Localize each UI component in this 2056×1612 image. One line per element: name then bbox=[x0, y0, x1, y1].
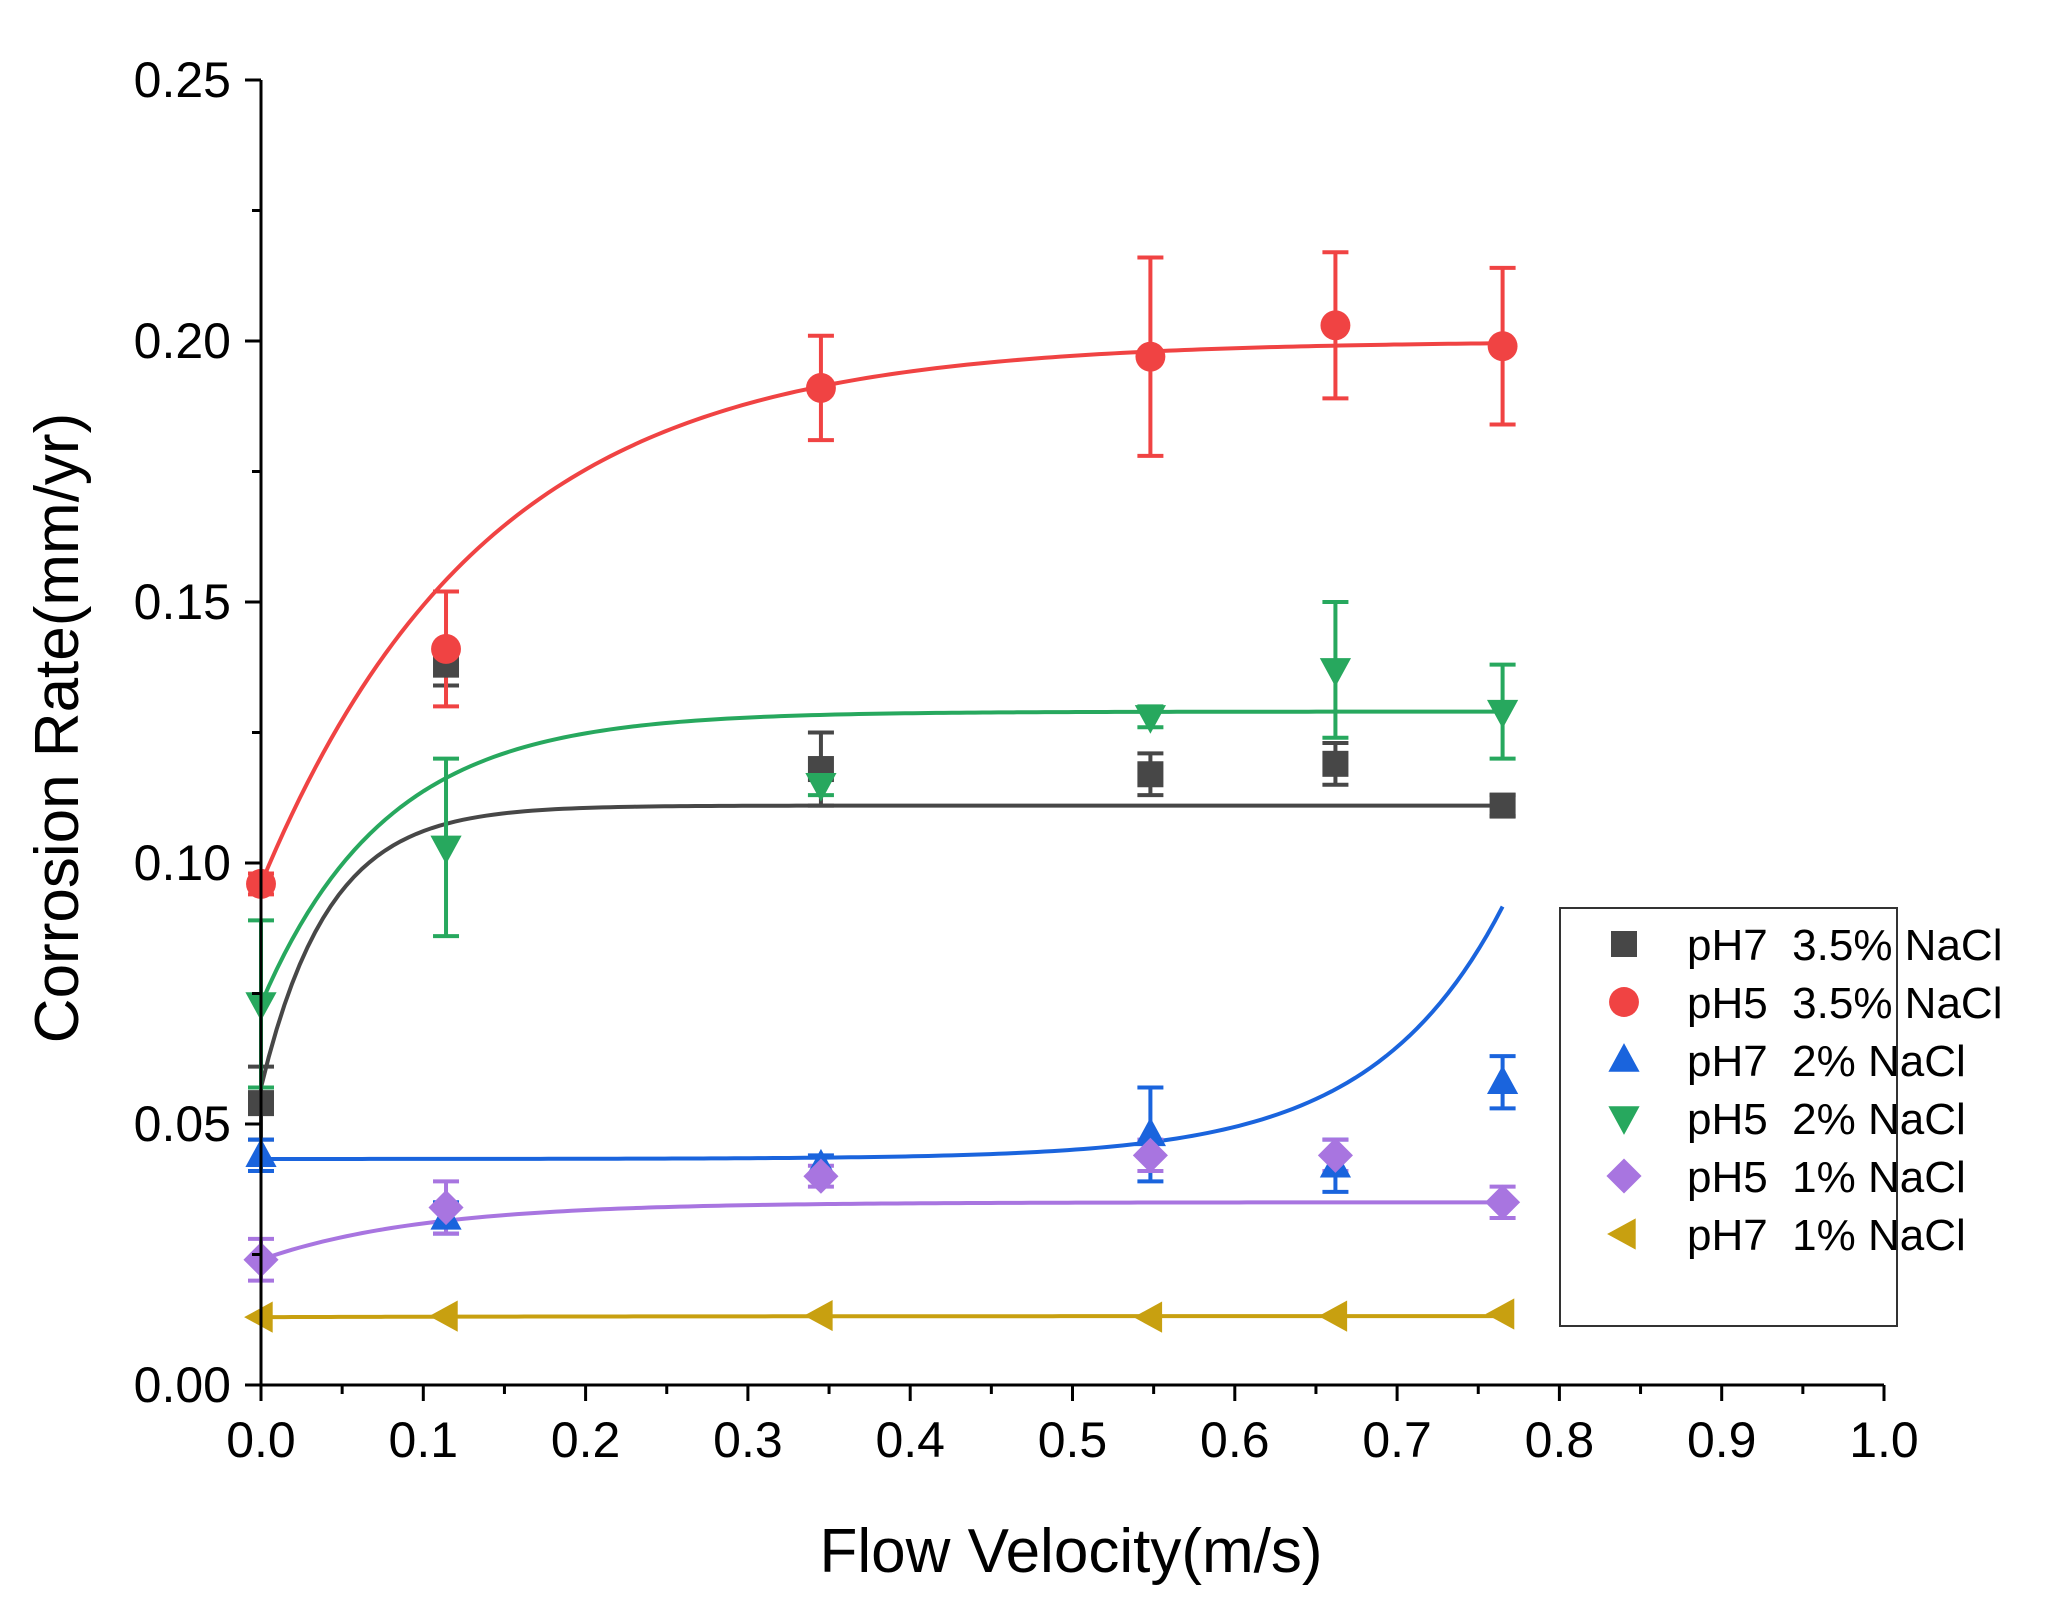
data-point-ph7-1-nacl bbox=[1319, 1300, 1348, 1331]
x-tick-label: 0.6 bbox=[1200, 1412, 1270, 1468]
legend: pH7 3.5% NaCl pH5 3.5% NaCl pH7 2% NaCl pH5… bbox=[1560, 908, 2002, 1326]
data-point-ph7-1-nacl bbox=[429, 1300, 458, 1331]
x-tick-label: 0.7 bbox=[1362, 1412, 1432, 1468]
data-point-ph5-1-nacl bbox=[1318, 1138, 1353, 1173]
data-point-ph7-3-5-nacl bbox=[1137, 761, 1163, 787]
legend-marker bbox=[1611, 931, 1637, 957]
data-point-ph7-2-nacl bbox=[1487, 1065, 1518, 1094]
legend-label: pH7 3.5% NaCl bbox=[1687, 921, 2002, 970]
data-point-ph5-3-5-nacl bbox=[431, 634, 461, 664]
data-point-ph7-1-nacl bbox=[804, 1300, 833, 1331]
y-tick-label: 0.15 bbox=[134, 574, 231, 630]
x-tick-label: 0.1 bbox=[389, 1412, 459, 1468]
legend-label: pH5 3.5% NaCl bbox=[1687, 979, 2002, 1028]
legend-label: pH5 2% NaCl bbox=[1687, 1095, 1966, 1144]
corrosion-rate-chart: 0.0 0.1 0.2 0.3 0.4 0.5 0.6 0.7 0.8 0.9 1.0 0.00 0.0… bbox=[0, 0, 2056, 1612]
data-point-ph5-3-5-nacl bbox=[806, 373, 836, 403]
legend-label: pH5 1% NaCl bbox=[1687, 1153, 1966, 1202]
data-point-ph7-3-5-nacl bbox=[1490, 793, 1516, 819]
y-tick-label: 0.10 bbox=[134, 835, 231, 891]
y-tick-label: 0.20 bbox=[134, 313, 231, 369]
y-axis-title: Corrosion Rate(mm/yr) bbox=[23, 413, 92, 1043]
fit-curve-ph7-2-nacl bbox=[261, 907, 1503, 1159]
y-tick-label: 0.25 bbox=[134, 52, 231, 108]
data-point-ph5-3-5-nacl bbox=[1320, 310, 1350, 340]
legend-label: pH7 1% NaCl bbox=[1687, 1211, 1966, 1260]
y-tick-label: 0.00 bbox=[134, 1357, 231, 1413]
data-point-ph7-1-nacl bbox=[1134, 1302, 1163, 1333]
x-tick-label: 0.9 bbox=[1687, 1412, 1757, 1468]
x-tick-label: 0.0 bbox=[226, 1412, 296, 1468]
x-tick-label: 1.0 bbox=[1849, 1412, 1919, 1468]
x-tick-label: 0.4 bbox=[875, 1412, 945, 1468]
legend-label: pH7 2% NaCl bbox=[1687, 1037, 1966, 1086]
data-point-ph5-2-nacl bbox=[1487, 700, 1518, 729]
data-point-ph5-2-nacl bbox=[430, 836, 461, 865]
x-axis-title: Flow Velocity(m/s) bbox=[820, 1517, 1323, 1586]
data-point-ph7-3-5-nacl bbox=[1322, 751, 1348, 777]
data-point-ph5-3-5-nacl bbox=[1135, 342, 1165, 372]
legend-marker bbox=[1609, 987, 1639, 1017]
data-point-ph5-3-5-nacl bbox=[1488, 331, 1518, 361]
data-point-ph5-2-nacl bbox=[1135, 705, 1166, 734]
data-point-ph5-1-nacl bbox=[1485, 1185, 1520, 1220]
x-tick-label: 0.2 bbox=[551, 1412, 621, 1468]
data-point-ph5-2-nacl bbox=[805, 773, 836, 802]
data-point-ph7-1-nacl bbox=[1486, 1298, 1515, 1329]
y-tick-label: 0.05 bbox=[134, 1096, 231, 1152]
data-point-ph7-1-nacl bbox=[244, 1302, 273, 1333]
x-tick-label: 0.3 bbox=[713, 1412, 783, 1468]
x-tick-label: 0.5 bbox=[1038, 1412, 1108, 1468]
data-point-ph5-2-nacl bbox=[1320, 658, 1351, 687]
x-tick-label: 0.8 bbox=[1525, 1412, 1595, 1468]
data-markers bbox=[243, 310, 1520, 1332]
